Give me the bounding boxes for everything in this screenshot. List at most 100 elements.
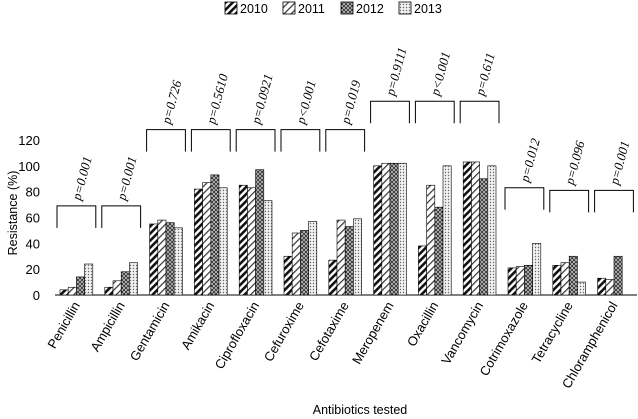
legend-swatch-2013 [398, 1, 412, 15]
bar-oxacillin-2010 [418, 245, 427, 296]
legend-swatch-2010 [224, 1, 238, 15]
x-tick-label-ampicillin: Ampicillin [87, 299, 127, 354]
bracket-gentamicin [146, 129, 186, 152]
bar-cefotaxime-2010 [328, 259, 338, 296]
bar-cotrimoxazole-2010 [507, 267, 517, 296]
legend-item-2011: 2011 [282, 1, 325, 16]
bar-tetracycline-2013 [577, 281, 586, 296]
bar-vancomycin-2010 [462, 161, 472, 296]
legend-item-2010: 2010 [224, 1, 268, 16]
bar-tetracycline-2011 [560, 262, 570, 296]
x-tick-label-cotrimoxazole: Cotrimoxazole [476, 299, 531, 378]
x-tick-label-vancomycin: Vancomycin [438, 299, 486, 367]
bar-ciprofloxacin-2013 [263, 200, 273, 296]
bracket-penicillin [56, 205, 97, 228]
legend-item-2013: 2013 [398, 1, 442, 16]
p-value-gentamicin: p=0.726 [158, 78, 184, 126]
bracket-ciprofloxacin [235, 129, 276, 152]
bar-gentamicin-2013 [173, 227, 183, 296]
p-value-penicillin: p=0.001 [69, 155, 95, 203]
bar-ciprofloxacin-2012 [255, 169, 265, 296]
p-value-cotrimoxazole: p=0.012 [517, 136, 543, 184]
bar-oxacillin-2012 [434, 206, 444, 296]
bar-ciprofloxacin-2010 [238, 184, 248, 296]
plot-area: 0 20 40 60 80 100 120 Penicillin p=0.001 Ampicill… [18, 46, 637, 391]
p-value-ampicillin: p=0.001 [113, 155, 139, 203]
p-value-meropenem: p=0.9111 [382, 46, 409, 98]
y-tick-label-60: 60 [26, 211, 40, 226]
bar-chloramphenicol-2011 [605, 279, 615, 296]
x-tick-label-gentamicin: Gentamicin [127, 299, 173, 363]
bar-cefotaxime-2011 [336, 219, 346, 296]
bar-tetracycline-2012 [568, 255, 578, 296]
p-value-vancomycin: p=0.611 [472, 51, 498, 98]
x-tick-label-cefotaxime: Cefotaxime [306, 299, 352, 363]
y-tick-label-80: 80 [26, 185, 40, 200]
bracket-meropenem [370, 100, 410, 124]
bar-cefotaxime-2013 [353, 218, 362, 296]
bar-penicillin-2013 [84, 263, 94, 296]
bar-chloramphenicol-2012 [613, 255, 623, 296]
bar-gentamicin-2010 [149, 223, 159, 296]
bracket-ampicillin [101, 205, 142, 228]
legend-label-2013: 2013 [414, 2, 442, 16]
bar-oxacillin-2013 [442, 165, 452, 296]
bar-penicillin-2012 [76, 276, 85, 296]
legend: 2010 2011 2012 2013 [224, 1, 442, 16]
bar-cotrimoxazole-2011 [515, 266, 525, 296]
bracket-tetracycline [549, 189, 590, 213]
bar-amikacin-2013 [218, 187, 228, 296]
y-tick-label-120: 120 [18, 133, 40, 148]
bracket-chloramphenicol [594, 189, 634, 213]
bar-ampicillin-2010 [104, 286, 114, 296]
bracket-amikacin [190, 129, 231, 152]
bar-meropenem-2011 [381, 162, 391, 296]
bracket-cefotaxime [325, 129, 366, 152]
legend-label-2012: 2012 [356, 2, 384, 16]
bar-vancomycin-2013 [487, 165, 497, 296]
legend-item-2012: 2012 [340, 1, 384, 16]
p-value-amikacin: p=0.5610 [203, 72, 231, 127]
y-tick-label-20: 20 [26, 262, 40, 277]
bar-vancomycin-2011 [471, 161, 480, 296]
bracket-oxacillin [414, 100, 455, 124]
bar-ciprofloxacin-2011 [247, 187, 256, 296]
bar-amikacin-2011 [202, 182, 212, 296]
bracket-cefuroxime [280, 129, 321, 152]
p-value-oxacillin: p<0.001 [427, 50, 453, 98]
legend-label-2010: 2010 [240, 2, 268, 16]
x-tick-label-ciprofloxacin: Ciprofloxacin [212, 299, 263, 372]
bar-tetracycline-2010 [552, 264, 562, 296]
bar-oxacillin-2011 [426, 184, 436, 296]
bar-meropenem-2012 [389, 162, 399, 296]
y-tick-label-0: 0 [33, 288, 40, 303]
p-value-tetracycline: p=0.096 [561, 139, 587, 187]
bar-ampicillin-2012 [120, 271, 130, 296]
x-axis-title: Antibiotics tested [313, 403, 408, 417]
bar-cefuroxime-2011 [291, 232, 301, 296]
p-value-cefuroxime: p<0.001 [293, 79, 319, 127]
bar-amikacin-2010 [194, 188, 203, 296]
x-tick-label-tetracycline: Tetracycline [528, 299, 575, 366]
y-tick-label-100: 100 [18, 159, 40, 174]
bar-cotrimoxazole-2013 [532, 243, 542, 296]
bar-cotrimoxazole-2012 [524, 264, 533, 296]
bar-cefuroxime-2012 [300, 230, 309, 296]
p-value-cefotaxime: p=0.019 [337, 78, 363, 126]
bar-vancomycin-2012 [479, 178, 489, 296]
x-tick-label-cefuroxime: Cefuroxime [261, 299, 307, 364]
bar-amikacin-2012 [210, 174, 220, 296]
bar-cefotaxime-2012 [344, 226, 354, 296]
bar-penicillin-2010 [59, 289, 69, 296]
bar-gentamicin-2011 [157, 219, 167, 296]
legend-swatch-2012 [340, 1, 354, 15]
p-value-chloramphenicol: p=0.001 [606, 139, 632, 187]
p-value-ciprofloxacin: p=0.0921 [248, 72, 276, 126]
x-tick-label-oxacillin: Oxacillin [404, 299, 442, 349]
legend-label-2011: 2011 [298, 2, 325, 16]
bracket-cotrimoxazole [504, 187, 545, 210]
y-tick-label-40: 40 [26, 236, 40, 251]
bar-chloramphenicol-2010 [597, 277, 607, 296]
bar-gentamicin-2012 [165, 222, 175, 296]
